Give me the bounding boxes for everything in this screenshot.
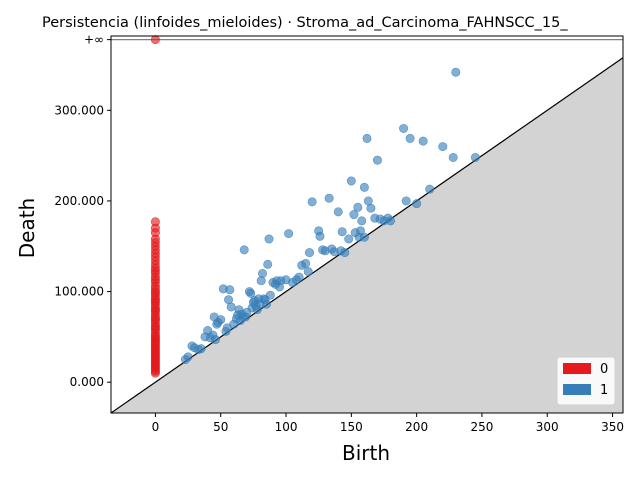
y-tick-label: 0.000 <box>70 375 104 389</box>
data-point <box>315 231 325 241</box>
y-tick-label: 300.000 <box>54 103 104 117</box>
y-axis-label: Death <box>15 198 39 258</box>
data-point <box>150 35 160 45</box>
data-point <box>412 199 422 209</box>
data-point <box>405 133 415 143</box>
data-point <box>362 133 372 143</box>
legend-swatch <box>563 384 591 395</box>
data-point <box>150 217 160 227</box>
data-point <box>256 276 266 286</box>
data-point <box>294 272 304 282</box>
series-2 <box>180 67 480 365</box>
data-point <box>470 152 480 162</box>
data-point <box>359 232 369 242</box>
data-point <box>353 202 363 212</box>
data-point <box>196 344 206 354</box>
data-point <box>258 268 268 278</box>
x-tick-label: 50 <box>213 420 228 434</box>
x-axis-label: Birth <box>342 441 390 465</box>
x-tick-label: 0 <box>152 420 160 434</box>
data-point <box>425 184 435 194</box>
data-point <box>324 193 334 203</box>
data-point <box>418 136 428 146</box>
data-point <box>264 234 274 244</box>
data-point <box>366 203 376 213</box>
data-point <box>346 176 356 186</box>
data-point <box>305 248 315 258</box>
data-point <box>337 227 347 237</box>
y-tick-label: 100.000 <box>54 285 104 299</box>
legend: 01 <box>556 356 616 406</box>
data-point <box>225 285 235 295</box>
data-point <box>438 142 448 152</box>
data-point <box>303 267 313 277</box>
legend-label: 1 <box>600 383 608 398</box>
data-point <box>359 182 369 192</box>
data-point <box>284 229 294 239</box>
data-point <box>399 123 409 133</box>
legend-label: 0 <box>600 362 608 377</box>
y-tick-label-infinity: +∞ <box>84 33 104 47</box>
plot-area <box>110 35 624 414</box>
data-point <box>307 197 317 207</box>
y-tick-label: 200.000 <box>54 194 104 208</box>
x-tick-label: 200 <box>405 420 428 434</box>
data-point <box>246 288 256 298</box>
data-point <box>349 210 359 220</box>
x-tick-label: 100 <box>275 420 298 434</box>
data-point <box>357 216 367 226</box>
data-point <box>183 352 193 362</box>
data-point <box>216 315 226 325</box>
data-point <box>301 258 311 268</box>
data-point <box>333 207 343 217</box>
series-1 <box>150 35 160 45</box>
x-tick-label: 300 <box>536 420 559 434</box>
data-point <box>226 302 236 312</box>
chart-title: Persistencia (linfoides_mieloides) · Str… <box>42 15 568 31</box>
y-axis: 0.000 100.000 200.000 300.000 +∞ <box>54 33 111 389</box>
data-point <box>448 152 458 162</box>
data-point <box>340 248 350 258</box>
data-point <box>265 290 275 300</box>
data-point <box>372 155 382 165</box>
x-tick-label: 350 <box>601 420 624 434</box>
legend-swatch <box>563 363 591 374</box>
data-point <box>401 196 411 206</box>
x-tick-label: 150 <box>340 420 363 434</box>
series-0 <box>150 217 160 378</box>
plot-frame <box>110 35 624 414</box>
data-point <box>451 67 461 77</box>
data-point <box>344 234 354 244</box>
data-point <box>239 245 249 255</box>
data-point <box>386 216 396 226</box>
x-axis: 0 50 100 150 200 250 300 350 <box>152 413 624 434</box>
data-point <box>210 335 220 345</box>
data-point <box>261 299 271 309</box>
data-point <box>263 259 273 269</box>
x-tick-label: 250 <box>470 420 493 434</box>
